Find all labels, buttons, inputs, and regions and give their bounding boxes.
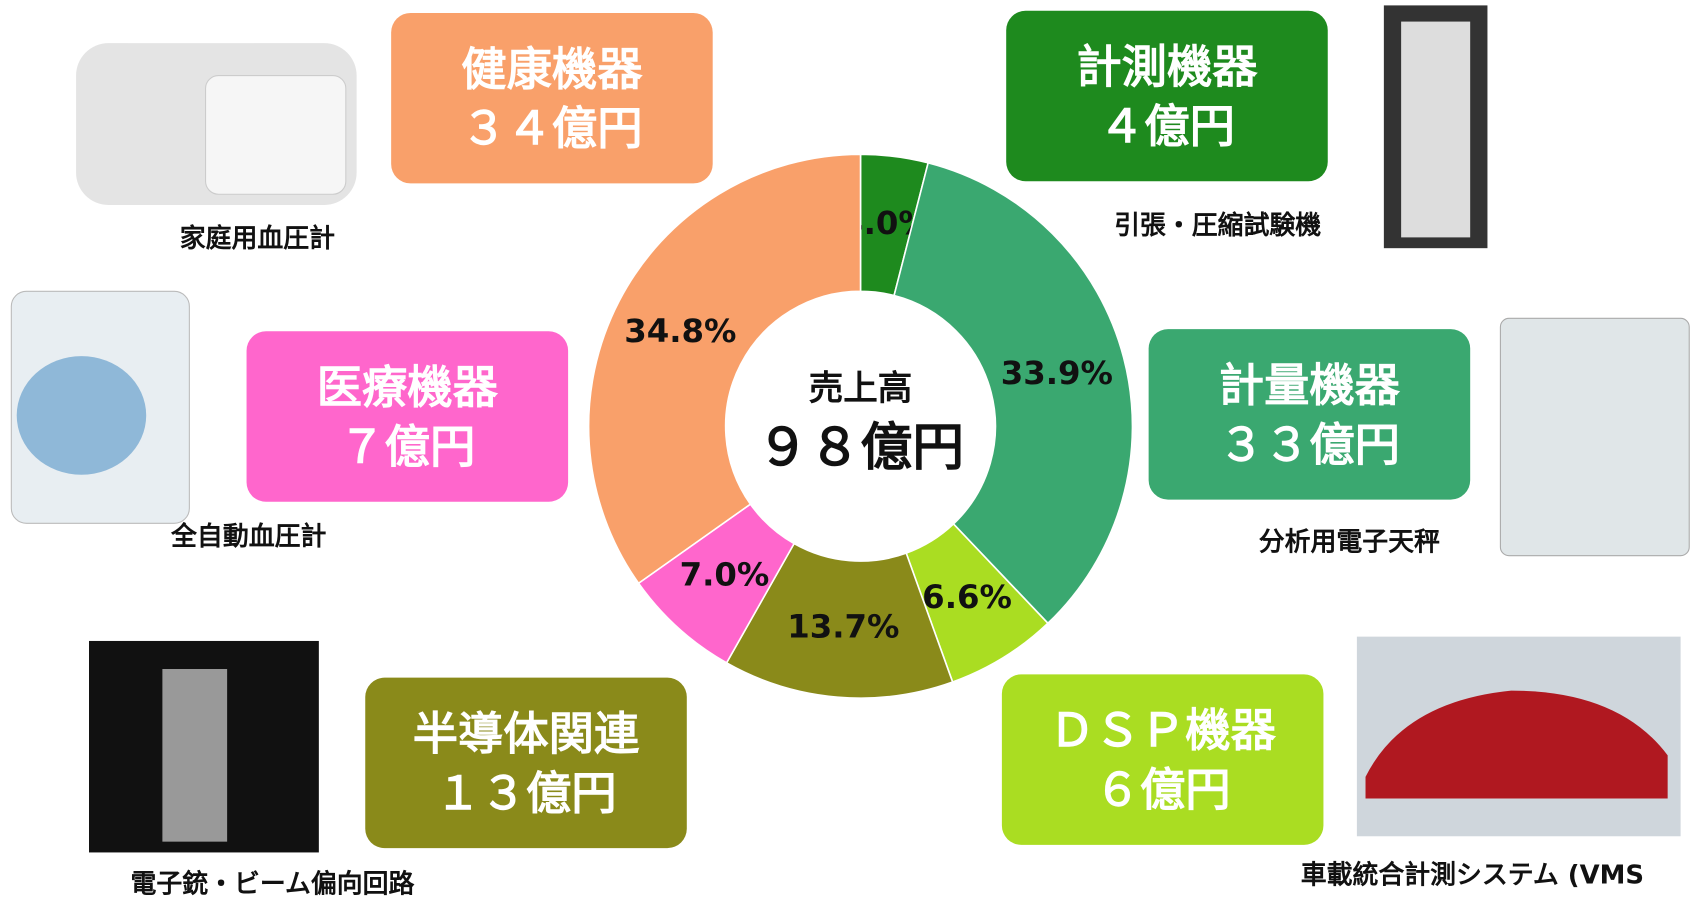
- box-name: 健康機器: [461, 43, 643, 96]
- box-bg: [246, 331, 569, 502]
- photo-car: [1365, 690, 1668, 799]
- data-label: 34.8%: [624, 312, 736, 350]
- segment-box: 計測機器 ４億円: [1006, 10, 1328, 182]
- photos: [10, 5, 1690, 853]
- box-bg: [391, 12, 713, 184]
- photo-tester-frame: [1401, 21, 1471, 238]
- box-name: 医療機器: [317, 361, 499, 414]
- photo-balance: [1499, 317, 1690, 557]
- product-caption: 分析用電子天秤: [1259, 527, 1440, 557]
- box-amount: ４億円: [1099, 100, 1235, 153]
- photo-egun-body: [162, 669, 228, 842]
- product-caption: 家庭用血圧計: [180, 223, 335, 254]
- data-label: 13.7%: [787, 607, 899, 645]
- donut-segment: [725, 542, 954, 699]
- donut-segment: [893, 161, 1134, 625]
- box-bg: [1148, 329, 1471, 500]
- box-amount: ３４億円: [461, 102, 642, 155]
- data-label: 7.0%: [680, 556, 770, 594]
- box-bg: [1001, 674, 1324, 845]
- center-value: ９８億円: [757, 418, 964, 478]
- product-caption: 電子銃・ビーム偏向回路: [131, 868, 416, 899]
- box-bg: [365, 677, 687, 849]
- box-name: 計量機器: [1219, 359, 1401, 412]
- box-bg: [1006, 10, 1328, 182]
- box-amount: ７億円: [339, 420, 475, 473]
- box-name: ＤＳＰ機器: [1049, 704, 1276, 757]
- segment-box: 半導体関連 １３億円: [365, 677, 687, 849]
- photo-bp-cuff: [16, 356, 147, 475]
- box-amount: １３億円: [435, 767, 616, 820]
- segment-box: 健康機器 ３４億円: [391, 12, 713, 184]
- box-amount: ３３億円: [1219, 418, 1400, 471]
- product-caption: 引張・圧縮試験機: [1114, 210, 1321, 241]
- data-label: 33.9%: [1001, 354, 1113, 392]
- segment-box: ＤＳＰ機器 ６億円: [1001, 674, 1324, 845]
- box-amount: ６億円: [1095, 764, 1231, 817]
- box-name: 半導体関連: [413, 707, 640, 760]
- segment-box: 計量機器 ３３億円: [1148, 329, 1471, 500]
- data-label: 6.6%: [922, 578, 1012, 616]
- segment-box: 医療機器 ７億円: [246, 331, 569, 502]
- photo-bp-device: [205, 74, 347, 195]
- product-caption: 車載統合計測システム (VMS: [1301, 860, 1644, 891]
- center-title: 売上高: [809, 369, 913, 409]
- box-name: 計測機器: [1076, 41, 1258, 94]
- donut-segment: [587, 153, 862, 585]
- product-caption: 全自動血圧計: [170, 521, 326, 552]
